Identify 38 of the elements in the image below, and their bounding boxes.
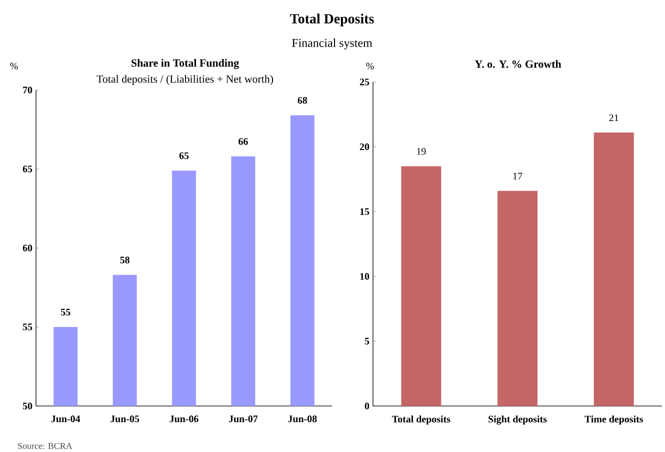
bar xyxy=(498,190,538,406)
data-label: 17 xyxy=(513,172,522,180)
data-label: 21 xyxy=(609,114,618,121)
y-tick-label: 60 xyxy=(22,244,32,252)
y-tick-label: 0 xyxy=(364,402,370,410)
data-label: 68 xyxy=(298,96,308,104)
y-tick-label: 55 xyxy=(22,324,32,330)
source-note: Source: BCRA xyxy=(18,442,72,449)
data-label: 65 xyxy=(179,152,189,159)
y-tick-label: 50 xyxy=(22,402,32,410)
chart-subtitle: Total deposits / (Liabilities + Net worth) xyxy=(96,74,274,85)
chart-title: Y. o. Y. % Growth xyxy=(474,60,562,68)
y-tick-label: 10 xyxy=(360,272,370,280)
data-label: 55 xyxy=(61,308,70,316)
text: Total Deposits xyxy=(290,13,374,26)
y-tick-label: 25 xyxy=(360,78,370,86)
x-tick-label: Jun-06 xyxy=(170,415,198,422)
data-label: 58 xyxy=(120,256,130,264)
y-axis-title: % xyxy=(366,62,374,70)
bar xyxy=(401,166,442,406)
data-label: 19 xyxy=(417,148,426,155)
x-tick-label: Sight deposits xyxy=(488,415,547,424)
text: Financial system xyxy=(292,38,372,50)
x-tick-label: Total deposits xyxy=(392,415,450,424)
x-tick-label: Jun-07 xyxy=(228,415,258,422)
x-tick-label: Jun-08 xyxy=(288,415,317,422)
chart-title: Share in Total Funding xyxy=(132,58,239,69)
y-tick-label: 15 xyxy=(360,208,370,215)
y-tick-label: 5 xyxy=(364,338,370,344)
data-label: 66 xyxy=(238,138,248,145)
x-tick-label: Jun-05 xyxy=(110,415,140,422)
y-tick-label: 65 xyxy=(22,165,32,172)
y-axis-title: % xyxy=(10,62,18,70)
y-tick-label: 20 xyxy=(360,143,370,150)
x-tick-label: Time deposits xyxy=(584,415,643,424)
x-tick-label: Jun-04 xyxy=(51,415,80,422)
bar xyxy=(594,132,634,406)
y-tick-label: 70 xyxy=(23,86,32,94)
